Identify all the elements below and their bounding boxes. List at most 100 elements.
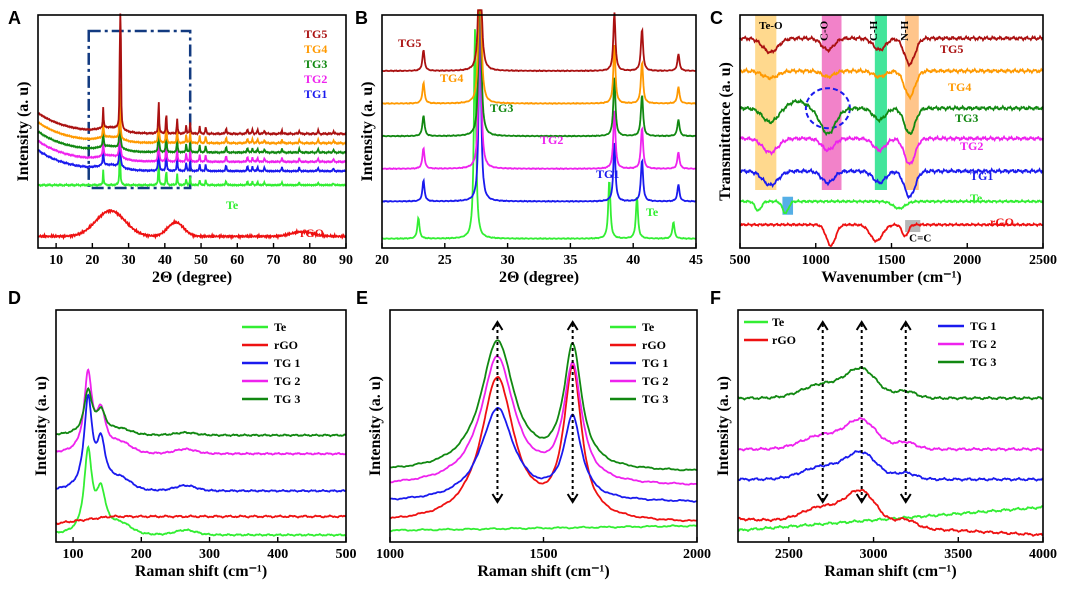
series-a-tg5 — [37, 13, 347, 137]
y-axis-label-f: Intensity (a. u) — [715, 376, 732, 476]
panel-e: 1000 1500 2000 Raman shift (cm⁻¹) Intensity … — [356, 288, 711, 580]
x-tick-label-d-400: 400 — [267, 547, 288, 562]
series-d-rgo — [55, 514, 347, 526]
legend-label-d-tg-3: TG 3 — [274, 392, 300, 406]
x-axis-label-e: Raman shift (cm⁻¹) — [477, 563, 609, 580]
series-e-rgo — [389, 364, 698, 523]
peak-arrow-down-f-2 — [899, 493, 912, 504]
panel-d: 100 200 300 400 500 Raman shift (cm⁻¹) Intensi… — [8, 288, 357, 580]
panel-label-b: B — [355, 8, 368, 28]
panel-label-f: F — [710, 288, 721, 308]
x-tick-label-c-500: 500 — [730, 253, 751, 268]
band-te-marker — [782, 196, 794, 215]
x-tick-label-c-1500: 1500 — [878, 253, 906, 268]
panel-a: 10 20 30 40 50 60 70 80 90 2Θ (degree) Intensity (… — [8, 8, 353, 286]
legend-label-e-tg-1: TG 1 — [642, 356, 668, 370]
x-tick-label-d-300: 300 — [199, 547, 220, 562]
x-tick-label-a-50: 50 — [194, 253, 208, 268]
legend-label-e-tg-2: TG 2 — [642, 374, 668, 388]
series-label-c-tg5: TG5 — [940, 42, 963, 56]
x-tick-label-a-70: 70 — [267, 253, 281, 268]
series-label-c-rgo: rGO — [990, 215, 1014, 229]
legend-label-e-rgo: rGO — [642, 338, 666, 352]
series-c-rgo — [739, 221, 1044, 248]
x-axis-label-b: 2Θ (degree) — [499, 269, 579, 286]
x-tick-label-f-3000: 3000 — [860, 547, 888, 562]
y-axis-label-e: Intensity (a. u) — [367, 376, 384, 476]
x-tick-label-a-40: 40 — [158, 253, 172, 268]
legend-label-d-tg-2: TG 2 — [274, 374, 300, 388]
series-a-tg2 — [37, 102, 347, 164]
x-tick-label-c-2000: 2000 — [953, 253, 981, 268]
x-tick-label-f-2500: 2500 — [775, 547, 803, 562]
series-d-tg-1 — [56, 393, 347, 493]
x-tick-label-b-30: 30 — [501, 253, 515, 268]
series-f-rgo — [737, 488, 1044, 537]
plot-frame-b — [381, 14, 697, 249]
x-tick-label-d-500: 500 — [336, 547, 357, 562]
series-b-tg3 — [381, 9, 697, 138]
series-label-a-tg4: TG4 — [304, 42, 327, 56]
series-e-tg-1 — [389, 407, 697, 503]
legend-label-f-tg-3: TG 3 — [970, 355, 996, 369]
series-label-a-tg5: TG5 — [304, 27, 327, 41]
legend-label-e-te: Te — [642, 320, 655, 334]
band-c-o — [821, 15, 842, 190]
x-tick-label-f-3500: 3500 — [944, 547, 972, 562]
panel-c: Te-O C-O C-H N-H C=C 500 1000 1500 2000 2500 Waven… — [710, 8, 1057, 286]
series-b-tg4 — [381, 9, 697, 105]
series-f-tg-3 — [737, 366, 1044, 401]
series-c-tg2 — [739, 134, 1044, 166]
x-tick-label-d-100: 100 — [63, 547, 84, 562]
series-c-tg3 — [739, 98, 1044, 137]
x-axis-label-f: Raman shift (cm⁻¹) — [824, 563, 956, 580]
x-tick-label-b-35: 35 — [563, 253, 577, 268]
x-tick-label-c-1000: 1000 — [802, 253, 830, 268]
legend-label-f-tg-1: TG 1 — [970, 319, 996, 333]
series-b-tg1 — [381, 10, 697, 203]
series-label-b-te: Te — [646, 205, 659, 219]
x-tick-label-d-200: 200 — [131, 547, 152, 562]
series-b-tg5 — [381, 9, 696, 73]
plot-frame-a — [37, 14, 347, 249]
y-axis-label-c: Transmittance (a. u) — [717, 62, 734, 201]
peak-arrow-down-e-0 — [491, 493, 504, 504]
peak-arrow-down-f-0 — [816, 493, 829, 504]
legend-label-d-te: Te — [274, 320, 287, 334]
x-axis-label-c: Wavenumber (cm⁻¹) — [821, 269, 961, 286]
x-tick-label-b-40: 40 — [626, 253, 640, 268]
series-label-b-tg2: TG2 — [540, 133, 563, 147]
series-label-a-tg3: TG3 — [304, 57, 327, 71]
series-label-a-tg2: TG2 — [304, 72, 327, 86]
legend-label-f-rgo: rGO — [772, 333, 796, 347]
peak-arrow-up-e-0 — [491, 320, 504, 331]
legend-label-e-tg-3: TG 3 — [642, 392, 668, 406]
x-tick-label-a-30: 30 — [122, 253, 136, 268]
x-axis-label-d: Raman shift (cm⁻¹) — [135, 563, 267, 580]
series-d-tg-3 — [56, 386, 346, 438]
panel-b: 20 25 30 35 40 45 2Θ (degree) Intensity (a. u) B… — [355, 8, 703, 286]
series-label-c-tg3: TG3 — [955, 111, 978, 125]
series-e-tg-3 — [390, 339, 698, 472]
panel-label-e: E — [356, 288, 368, 308]
legend-label-d-rgo: rGO — [274, 338, 298, 352]
band-label-te-o: Te-O — [759, 20, 783, 32]
band-label-c-o: C-O — [819, 20, 831, 41]
x-tick-label-e-2000: 2000 — [683, 547, 711, 562]
x-tick-label-a-10: 10 — [49, 253, 63, 268]
y-axis-label-d: Intensity (a. u) — [33, 376, 50, 476]
annotation-cc: C=C — [909, 232, 931, 244]
x-tick-label-a-20: 20 — [85, 253, 99, 268]
series-c-tg4 — [739, 67, 1044, 101]
series-a-tg3 — [37, 92, 347, 155]
series-label-c-tg1: TG1 — [970, 169, 993, 183]
series-c-te — [739, 198, 1044, 215]
panel-label-a: A — [8, 8, 21, 28]
y-axis-label-b: Intensity (a. u) — [359, 81, 376, 181]
series-f-tg-2 — [737, 417, 1044, 452]
series-a-tg4 — [37, 83, 347, 146]
series-label-b-tg5: TG5 — [398, 36, 421, 50]
band-te-o — [755, 15, 777, 190]
x-tick-label-e-1500: 1500 — [530, 547, 558, 562]
